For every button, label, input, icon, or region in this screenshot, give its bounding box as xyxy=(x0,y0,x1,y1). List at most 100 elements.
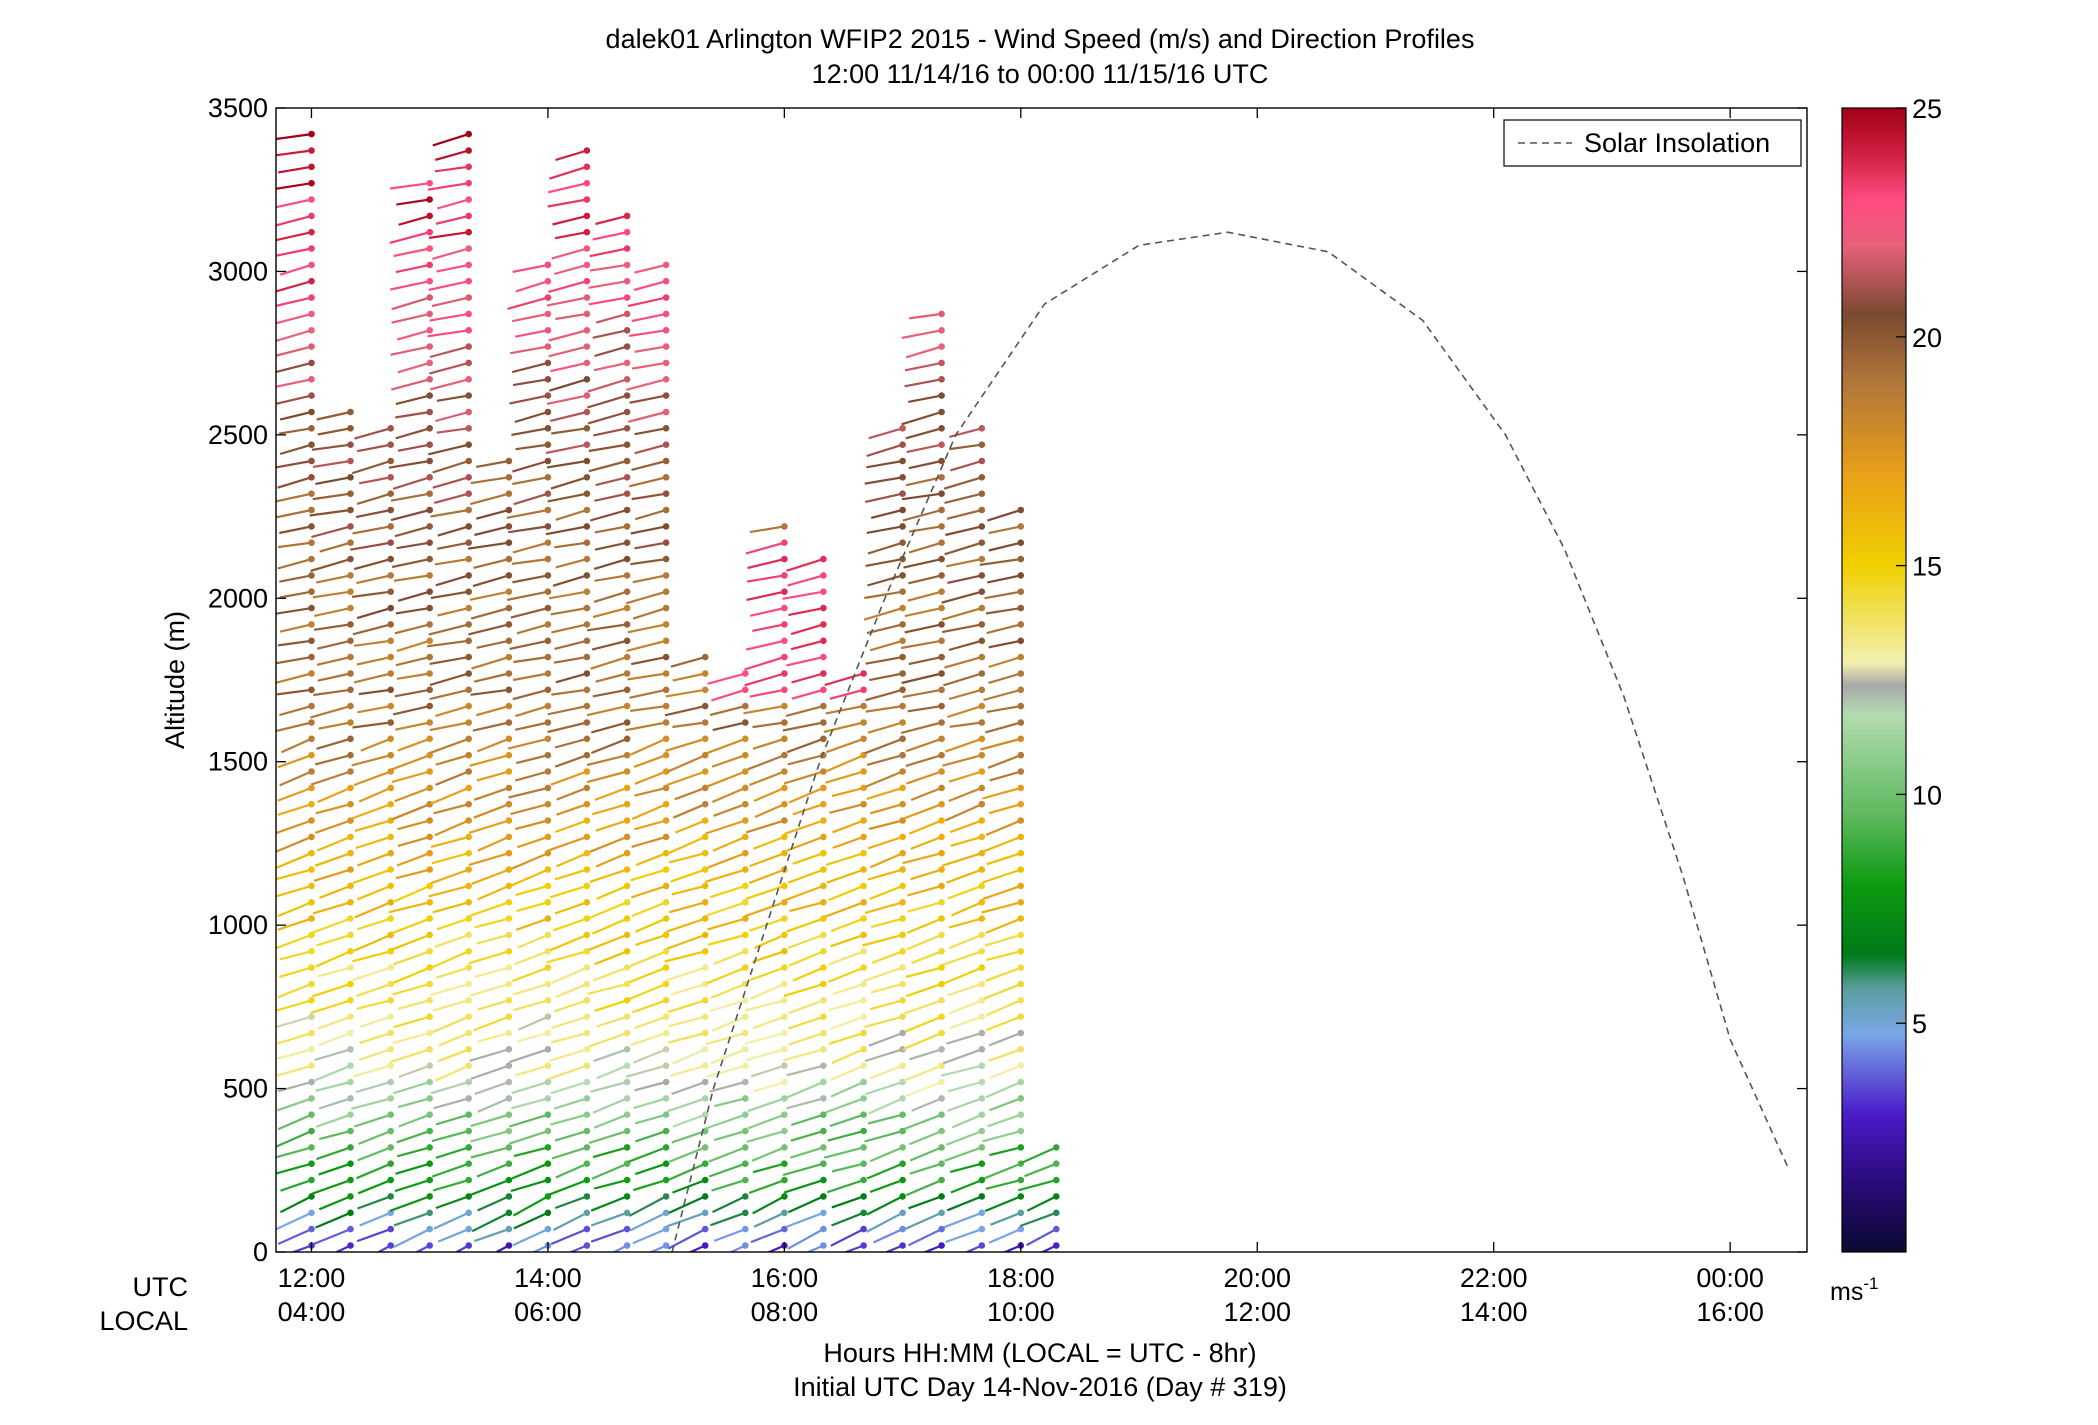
wind-barb-shaft xyxy=(393,950,431,966)
wind-barb-shaft xyxy=(390,492,430,502)
wind-barb-head xyxy=(1017,784,1025,792)
wind-barb-shaft xyxy=(545,443,588,455)
wind-barb-shaft xyxy=(790,1113,824,1127)
wind-barb-head xyxy=(662,1078,670,1086)
wind-barb-head xyxy=(426,1078,434,1086)
wind-barb-shaft xyxy=(511,361,549,374)
wind-barb-head xyxy=(701,1078,709,1086)
wind-barb-head xyxy=(781,1160,788,1167)
wind-barb-head xyxy=(583,915,591,922)
wind-barb-shaft xyxy=(980,737,1022,751)
wind-barb-head xyxy=(662,800,670,808)
wind-barb-shaft xyxy=(507,737,549,750)
wind-barb-shaft xyxy=(630,737,667,756)
wind-barb-head xyxy=(781,980,788,988)
wind-barb-shaft xyxy=(555,558,588,569)
wind-barb-shaft xyxy=(590,656,628,670)
wind-barb-head xyxy=(308,899,315,906)
wind-barb-head xyxy=(583,228,591,236)
wind-barb-shaft xyxy=(593,427,628,437)
wind-barb-shaft xyxy=(824,901,864,918)
wind-barb-head xyxy=(308,751,315,759)
wind-barb-shaft xyxy=(905,982,942,998)
wind-barb-head xyxy=(978,948,986,955)
wind-barb-head xyxy=(347,1242,354,1249)
wind-barb-shaft xyxy=(596,884,628,900)
wind-barb-head xyxy=(820,702,827,710)
wind-barb-shaft xyxy=(864,1130,903,1143)
wind-barb-head xyxy=(938,441,945,449)
wind-barb-head xyxy=(583,539,591,546)
wind-barb-shaft xyxy=(276,231,312,242)
wind-barb-shaft xyxy=(398,214,431,226)
wind-barb-shaft xyxy=(430,786,470,805)
wind-barb-shaft xyxy=(949,721,982,728)
wind-barb-shaft xyxy=(591,1162,628,1180)
wind-barb-shaft xyxy=(547,492,588,503)
wind-barb-head xyxy=(387,1193,395,1200)
wind-barb-head xyxy=(347,457,354,465)
wind-barb-shaft xyxy=(902,1031,943,1051)
wind-barb-shaft xyxy=(782,590,824,600)
wind-barb-head xyxy=(938,702,945,710)
wind-barb-shaft xyxy=(907,884,942,897)
wind-barb-head xyxy=(465,327,473,334)
wind-barb-head xyxy=(938,670,945,677)
wind-barb-head xyxy=(308,588,315,595)
wind-barb-shaft xyxy=(512,688,549,701)
wind-barb-head xyxy=(505,506,513,514)
x-tick-label-utc: 16:00 xyxy=(751,1263,819,1293)
wind-barb-shaft xyxy=(395,721,430,731)
wind-barb-head xyxy=(978,1209,986,1217)
wind-barb-head xyxy=(426,621,434,628)
wind-barb-head xyxy=(742,1209,749,1217)
wind-barb-shaft xyxy=(625,590,667,605)
wind-barb-shaft xyxy=(790,1130,824,1142)
wind-barb-head xyxy=(820,572,827,579)
wind-barb-shaft xyxy=(356,884,392,901)
wind-barb-shaft xyxy=(791,688,824,700)
wind-barb-head xyxy=(860,866,867,873)
wind-barb-head xyxy=(978,800,986,808)
wind-barb-shaft xyxy=(951,901,983,917)
wind-barb-head xyxy=(938,882,945,890)
wind-barb-shaft xyxy=(985,721,1022,734)
wind-barb-head xyxy=(1017,1046,1025,1053)
wind-barb-shaft xyxy=(277,1113,312,1131)
wind-barb-shaft xyxy=(437,525,470,537)
wind-barb-shaft xyxy=(550,1113,588,1126)
wind-barb-shaft xyxy=(787,1228,824,1250)
wind-barb-head xyxy=(1017,1013,1025,1020)
wind-barb-head xyxy=(465,686,473,694)
wind-barb-head xyxy=(978,1242,986,1249)
wind-barb-shaft xyxy=(428,231,469,239)
wind-barb-shaft xyxy=(591,917,628,935)
wind-barb-head xyxy=(623,343,631,350)
wind-barb-shaft xyxy=(630,868,667,882)
wind-barb-shaft xyxy=(631,492,667,501)
wind-barb-head xyxy=(505,1127,513,1135)
wind-barb-head xyxy=(938,653,945,661)
wind-barb-head xyxy=(426,1209,434,1217)
wind-barb-shaft xyxy=(553,999,588,1013)
wind-barb-shaft xyxy=(516,1031,549,1043)
wind-barb-shaft xyxy=(988,672,1022,684)
wind-barb-head xyxy=(623,588,631,595)
wind-barb-head xyxy=(623,408,631,416)
wind-barb-shaft xyxy=(867,835,903,850)
wind-barb-head xyxy=(347,523,354,530)
wind-barb-head xyxy=(701,1242,709,1249)
wind-barb-shaft xyxy=(712,721,746,732)
wind-barb-shaft xyxy=(628,410,667,423)
wind-barb-shaft xyxy=(510,1179,549,1193)
wind-barb-shaft xyxy=(394,884,431,903)
wind-barb-shaft xyxy=(359,1211,392,1227)
wind-barb-shaft xyxy=(868,819,903,831)
wind-barb-shaft xyxy=(514,950,549,966)
wind-barb-shaft xyxy=(752,1162,785,1174)
wind-barb-head xyxy=(781,702,788,710)
wind-barb-shaft xyxy=(1019,1211,1057,1228)
wind-barb-head xyxy=(505,964,513,971)
wind-barb-head xyxy=(387,882,395,890)
wind-barb-shaft xyxy=(276,1130,312,1148)
